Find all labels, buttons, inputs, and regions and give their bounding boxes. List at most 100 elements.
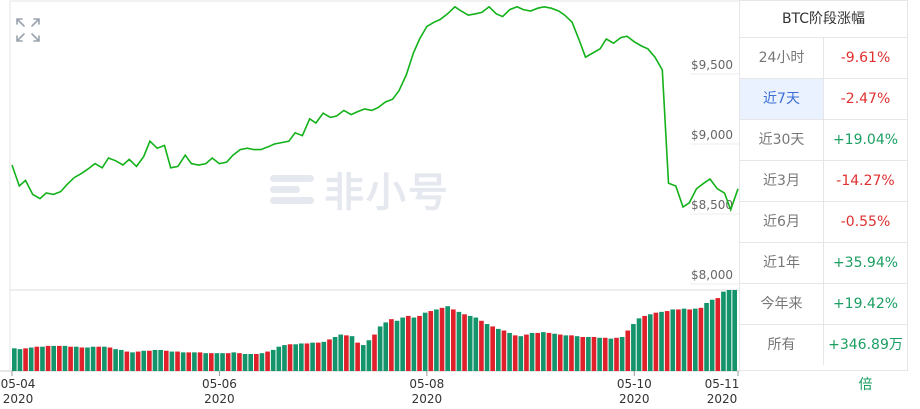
change-value-6m: -0.55%: [840, 214, 891, 230]
watermark: 非小号: [270, 160, 450, 218]
volume-bar: [546, 332, 552, 371]
volume-bar: [434, 309, 439, 371]
change-row-24h: 24小时 -9.61%: [740, 38, 907, 79]
volume-bar: [659, 311, 664, 371]
volume-bar: [372, 334, 377, 371]
volume-bar: [51, 345, 57, 371]
volume-bar: [417, 315, 422, 371]
volume-bar: [389, 319, 394, 371]
volume-bar: [237, 353, 242, 371]
x-tick-year: 2020: [412, 392, 443, 406]
volume-bar: [591, 336, 597, 371]
volume-bar: [462, 314, 467, 371]
volume-bar: [704, 302, 709, 371]
change-value-7d: -2.47%: [840, 91, 891, 107]
volume-bar: [484, 324, 490, 371]
volume-bar: [102, 346, 107, 371]
period-tab-24h[interactable]: 24小时: [740, 38, 824, 78]
volume-bar: [535, 332, 541, 371]
volume-bar: [158, 349, 163, 371]
volume-bar: [456, 311, 462, 371]
volume-bar: [676, 309, 681, 371]
volume-bar: [315, 342, 321, 371]
volume-bar: [681, 308, 687, 371]
volume-bar: [231, 352, 237, 371]
volume-bar: [28, 347, 34, 371]
change-value-ytd: +19.42%: [832, 296, 899, 312]
period-tab-1y[interactable]: 近1年: [740, 243, 824, 283]
volume-bar: [265, 351, 270, 371]
volume-bar: [518, 336, 524, 371]
x-tick-date: 05-10: [617, 377, 652, 391]
volume-bar: [422, 312, 428, 371]
volume-bar: [507, 332, 512, 371]
volume-bar: [214, 353, 220, 371]
volume-bar: [45, 345, 51, 371]
volume-bar: [512, 335, 518, 371]
volume-bar: [411, 317, 417, 371]
change-row-all: 所有 +346.89万倍: [740, 325, 907, 393]
period-tab-6m[interactable]: 近6月: [740, 202, 824, 242]
volume-bar: [439, 307, 445, 371]
change-row-1y: 近1年 +35.94%: [740, 243, 907, 284]
volume-bar: [355, 342, 360, 371]
volume-bar: [282, 345, 287, 371]
volume-bar: [327, 339, 332, 371]
volume-bar: [473, 317, 479, 371]
x-tick-year: 2020: [707, 392, 738, 406]
x-axis-ticks: 05-04202005-06202005-08202005-10202005-1…: [1, 371, 739, 406]
volume-bar: [383, 322, 389, 371]
volume-bar: [619, 336, 625, 371]
volume-bar: [147, 350, 152, 371]
volume-bar: [721, 291, 726, 371]
volume-bar: [124, 351, 130, 371]
volume-bar: [625, 330, 631, 371]
volume-bar: [552, 333, 557, 371]
x-tick-date: 05-06: [202, 377, 237, 391]
period-tab-30d[interactable]: 近30天: [740, 120, 824, 160]
volume-bar: [614, 337, 619, 371]
volume-bar: [254, 353, 259, 371]
volume-bar: [79, 347, 85, 371]
volume-bar: [85, 347, 90, 371]
volume-bar: [135, 351, 141, 371]
volume-bar: [636, 318, 642, 371]
volume-bar: [732, 290, 737, 371]
volume-bar: [96, 346, 102, 371]
volume-bar: [220, 353, 225, 371]
volume-bar: [574, 336, 580, 371]
volume-bar: [208, 353, 214, 371]
volume-bar: [496, 328, 501, 371]
volume-bar: [332, 336, 338, 371]
change-rows: 24小时 -9.61% 近7天 -2.47% 近30天 +19.04% 近3月 …: [740, 38, 907, 393]
volume-bar: [344, 335, 349, 371]
change-value-24h: -9.61%: [840, 50, 891, 66]
period-tab-3m[interactable]: 近3月: [740, 161, 824, 201]
volume-bar: [467, 315, 473, 371]
volume-bar: [62, 345, 68, 371]
volume-bar: [580, 336, 586, 371]
volume-bar: [428, 311, 434, 371]
volume-bar: [276, 346, 282, 371]
volume-bar: [631, 324, 636, 371]
volume-bar: [349, 336, 355, 371]
volume-bar: [653, 312, 659, 371]
volume-bar: [73, 346, 79, 371]
volume-bar: [186, 352, 192, 371]
volume-bar: [321, 341, 327, 371]
volume-bar: [479, 320, 484, 371]
volume-bar: [141, 350, 147, 371]
volume-bar: [586, 336, 591, 371]
period-tab-all[interactable]: 所有: [740, 325, 824, 365]
change-value-3m: -14.27%: [836, 173, 895, 189]
expand-arrows-icon[interactable]: [14, 16, 42, 44]
period-tab-7d[interactable]: 近7天: [740, 79, 824, 119]
volume-bar: [12, 348, 17, 371]
price-chart: $8,000 $8,500 $9,000 $9,500 05-04 2020 05-06 2…: [0, 0, 740, 406]
volume-bar: [287, 344, 293, 371]
volume-bar: [569, 335, 574, 371]
y-tick-label: $8,000: [691, 268, 733, 282]
panel-title: BTC阶段涨幅: [740, 1, 907, 38]
period-tab-ytd[interactable]: 今年来: [740, 284, 824, 324]
volume-bar: [670, 309, 676, 371]
